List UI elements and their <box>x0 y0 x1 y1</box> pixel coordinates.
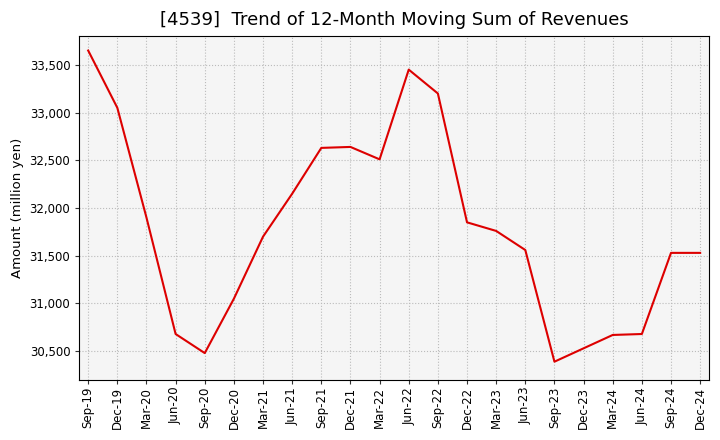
Y-axis label: Amount (million yen): Amount (million yen) <box>11 138 24 278</box>
Title: [4539]  Trend of 12-Month Moving Sum of Revenues: [4539] Trend of 12-Month Moving Sum of R… <box>160 11 629 29</box>
